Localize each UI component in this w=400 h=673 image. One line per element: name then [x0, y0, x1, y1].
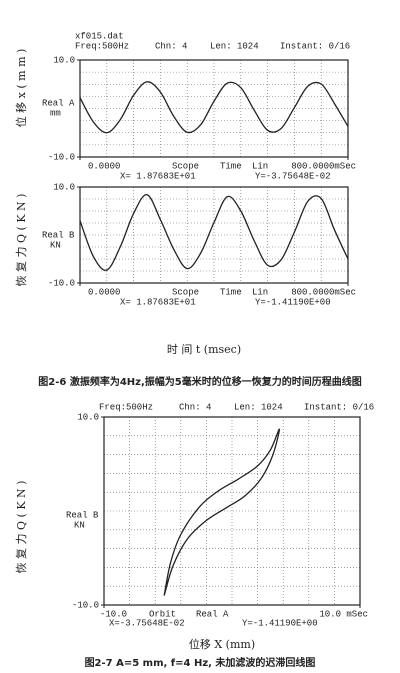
- y-tick-label: -10.0: [48, 278, 75, 288]
- footer-axis: Time: [220, 287, 242, 297]
- channel-unit: KN: [50, 240, 61, 250]
- plot-frame: [103, 416, 361, 606]
- x-tick-label: -10.0: [100, 609, 127, 619]
- caption: 图2-6 激振频率为4Hz,振幅为5毫米时的位移一恢复力的时间历程曲线图: [38, 375, 361, 388]
- plot-frame: [79, 186, 349, 284]
- channel-label: Real B: [66, 510, 99, 520]
- data-line: [163, 428, 281, 596]
- side-label: 位 移 x ( m m ): [14, 49, 28, 128]
- y-tick-label: 10.0: [53, 182, 75, 192]
- header-chn: Chn: 4: [155, 41, 187, 51]
- x-tick-label: 800.0000mSec: [291, 287, 356, 297]
- file-name: xf015.dat: [75, 31, 124, 41]
- data-line: [79, 194, 349, 271]
- y-readout: Y=-3.75648E-02: [255, 171, 331, 181]
- x-tick-label: 800.0000mSec: [291, 161, 356, 171]
- x-readout: X=-3.75648E-02: [109, 618, 185, 628]
- channel-unit: KN: [74, 520, 85, 530]
- side-label: 恢 复 力 Q ( K N ): [14, 481, 28, 574]
- x-readout: X= 1.87683E+01: [120, 171, 196, 181]
- y-readout: Y=-1.41190E+00: [255, 297, 331, 307]
- x-tick-label: 10.0 mSec: [319, 609, 368, 619]
- header-len: Len: 1024: [234, 402, 283, 412]
- header-instant: Instant: 0/16: [304, 402, 374, 412]
- x-axis-title: 时 间 t (msec): [167, 343, 241, 356]
- footer-mode: Scope: [172, 287, 199, 297]
- y-tick-label: 10.0: [53, 55, 75, 65]
- footer-scale: Lin: [252, 161, 268, 171]
- channel-unit: mm: [50, 108, 61, 118]
- y-tick-label: 10.0: [77, 412, 99, 422]
- x-tick-label: 0.0000: [88, 161, 120, 171]
- header-freq: Freq:500Hz: [75, 41, 129, 51]
- plot-frame: [79, 59, 349, 158]
- footer-axis: Time: [220, 161, 242, 171]
- y-tick-label: -10.0: [72, 600, 99, 610]
- footer-mode: Scope: [172, 161, 199, 171]
- channel-label: Real A: [42, 98, 75, 108]
- footer-mode: Orbit: [149, 609, 176, 619]
- side-label: 恢 复 力 Q ( K N ): [14, 194, 28, 287]
- x-axis-title: 位移 X (mm): [189, 637, 255, 651]
- data-line: [79, 81, 349, 134]
- x-readout: X= 1.87683E+01: [120, 297, 196, 307]
- header-instant: Instant: 0/16: [280, 41, 350, 51]
- header-len: Len: 1024: [210, 41, 259, 51]
- header-chn: Chn: 4: [179, 402, 211, 412]
- footer-axis: Real A: [196, 609, 229, 619]
- y-tick-label: -10.0: [48, 152, 75, 162]
- header-freq: Freq:500Hz: [99, 402, 153, 412]
- footer-scale: Lin: [252, 287, 268, 297]
- x-tick-label: 0.0000: [88, 287, 120, 297]
- channel-label: Real B: [42, 230, 75, 240]
- y-readout: Y=-1.41190E+00: [242, 618, 318, 628]
- caption: 图2-7 A=5 mm, f=4 Hz, 未加滤波的迟滞回线图: [85, 656, 316, 669]
